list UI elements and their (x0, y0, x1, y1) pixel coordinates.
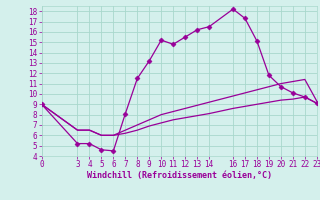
X-axis label: Windchill (Refroidissement éolien,°C): Windchill (Refroidissement éolien,°C) (87, 171, 272, 180)
